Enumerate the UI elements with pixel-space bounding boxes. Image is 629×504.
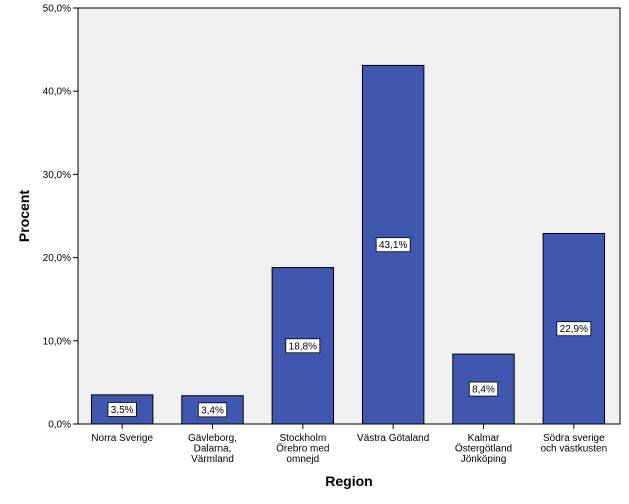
y-tick-label: 10,0% [43, 336, 71, 347]
data-label-box [468, 381, 499, 397]
y-tick-label: 30,0% [43, 170, 71, 181]
x-tick-label: Gävleborg, Dalarna, Värmland [188, 433, 237, 465]
x-tick-label: Stockholm Örebro med omnejd [276, 433, 329, 465]
y-tick-label: 20,0% [43, 253, 71, 264]
x-tick-label: Norra Sverige [91, 433, 153, 444]
data-label: 22,9% [560, 324, 588, 335]
x-tick-label: Kalmar Östergötland Jönköping [455, 433, 512, 465]
data-label: 43,1% [379, 240, 407, 251]
x-axis: Norra Sverige Gävleborg, Dalarna, Värmland S… [91, 424, 607, 465]
data-label: 8,4% [472, 385, 495, 396]
plot-area [77, 7, 621, 425]
x-tick-label: Södra sverige och västkusten [540, 433, 607, 455]
x-axis-title: Region [325, 473, 372, 489]
x-tick-label: Västra Götaland [357, 433, 429, 444]
data-label: 18,8% [289, 341, 317, 352]
bars: 3,5% 3,4% 18,8% 43,1% 8,4% 22,9% [90, 64, 606, 425]
data-label-box [556, 321, 592, 337]
y-tick-label: 0,0% [48, 420, 71, 431]
y-axis-title: Procent [16, 190, 32, 242]
data-label: 3,4% [201, 405, 224, 416]
y-tick-label: 50,0% [43, 4, 71, 15]
data-label-box [197, 402, 228, 418]
data-label-box [375, 237, 411, 253]
data-label-box [107, 402, 137, 417]
y-axis: 0,0% 10,0% 20,0% 30,0% 40,0% 50,0% [43, 4, 78, 431]
data-label: 3,5% [111, 405, 134, 416]
y-tick-label: 40,0% [43, 87, 71, 98]
data-label-box [285, 338, 321, 354]
